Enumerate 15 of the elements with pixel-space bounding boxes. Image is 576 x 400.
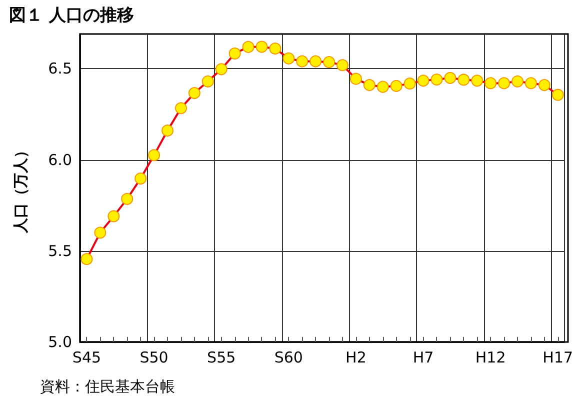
x-tick-label: H17 bbox=[542, 348, 574, 366]
y-tick-label: 5.0 bbox=[48, 333, 72, 351]
x-tick-label: H2 bbox=[346, 348, 366, 366]
chart-title: 図１ 人口の推移 bbox=[9, 6, 134, 26]
x-tick-label: S55 bbox=[207, 348, 236, 366]
text: 資料：住民基本台帳 bbox=[40, 378, 175, 396]
x-tick-label: S50 bbox=[140, 348, 168, 366]
x-tick-label: S60 bbox=[274, 348, 303, 366]
y-tick-label: 5.5 bbox=[48, 242, 72, 260]
y-tick-label: 6.0 bbox=[48, 150, 72, 169]
y-tick-label: 6.5 bbox=[48, 60, 72, 78]
y-axis-title: 人口（万人） bbox=[12, 143, 30, 234]
x-tick-label: H12 bbox=[475, 348, 506, 366]
x-tick-label: H7 bbox=[412, 348, 434, 366]
x-tick-label: S45 bbox=[72, 348, 102, 366]
